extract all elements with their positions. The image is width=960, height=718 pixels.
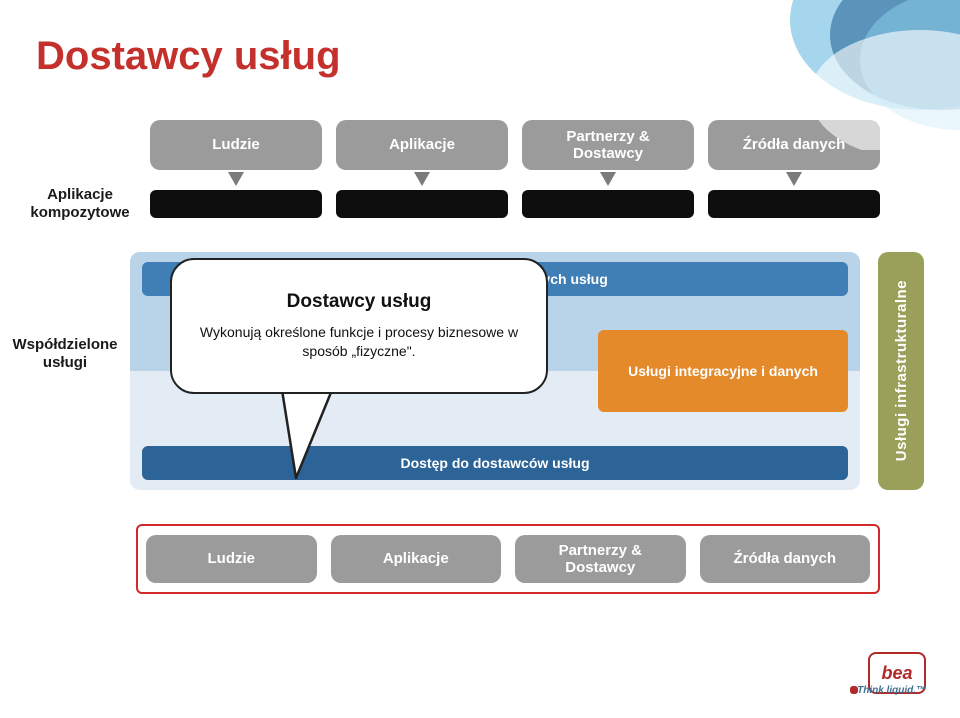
composite-bar (522, 190, 694, 218)
bottom-outline: Ludzie Aplikacje Partnerzy &Dostawcy Źró… (136, 524, 880, 594)
infra-vertical-label: Usługi infrastrukturalne (893, 280, 910, 461)
corner-decoration (750, 0, 960, 150)
callout-tail (278, 390, 338, 480)
composite-bar-row (150, 190, 880, 218)
panel-orange-block: Usługi integracyjne i danych (598, 330, 848, 412)
bottom-pill-ludzie: Ludzie (146, 535, 317, 583)
arrow-down-icon (228, 172, 244, 186)
bottom-pill-row: Ludzie Aplikacje Partnerzy &Dostawcy Źró… (146, 535, 870, 583)
arrow-down-icon (600, 172, 616, 186)
panel-bottom-bar: Dostęp do dostawców usług (142, 446, 848, 480)
callout-body: Wykonują określone funkcje i procesy biz… (194, 323, 524, 361)
top-pill-aplikacje: Aplikacje (336, 120, 508, 170)
composite-label: Aplikacjekompozytowe (20, 186, 140, 222)
bottom-pill-zrodla: Źródła danych (700, 535, 871, 583)
shared-services-label: Współdzieloneusługi (0, 336, 130, 372)
composite-bar (708, 190, 880, 218)
composite-bar (336, 190, 508, 218)
top-pill-ludzie: Ludzie (150, 120, 322, 170)
arrow-down-icon (414, 172, 430, 186)
composite-bar (150, 190, 322, 218)
logo-tagline: Think liquid.™ (806, 685, 926, 696)
arrow-row (150, 170, 880, 186)
infra-vertical-band: Usługi infrastrukturalne (878, 252, 924, 490)
bottom-pill-aplikacje: Aplikacje (331, 535, 502, 583)
brand-logo: bea Think liquid.™ (850, 652, 926, 694)
arrow-down-icon (786, 172, 802, 186)
callout-title: Dostawcy usług (287, 291, 432, 313)
callout-bubble: Dostawcy usług Wykonują określone funkcj… (170, 258, 548, 394)
bottom-pill-partnerzy: Partnerzy &Dostawcy (515, 535, 686, 583)
slide-title: Dostawcy usług (36, 34, 341, 79)
top-pill-partnerzy: Partnerzy &Dostawcy (522, 120, 694, 170)
